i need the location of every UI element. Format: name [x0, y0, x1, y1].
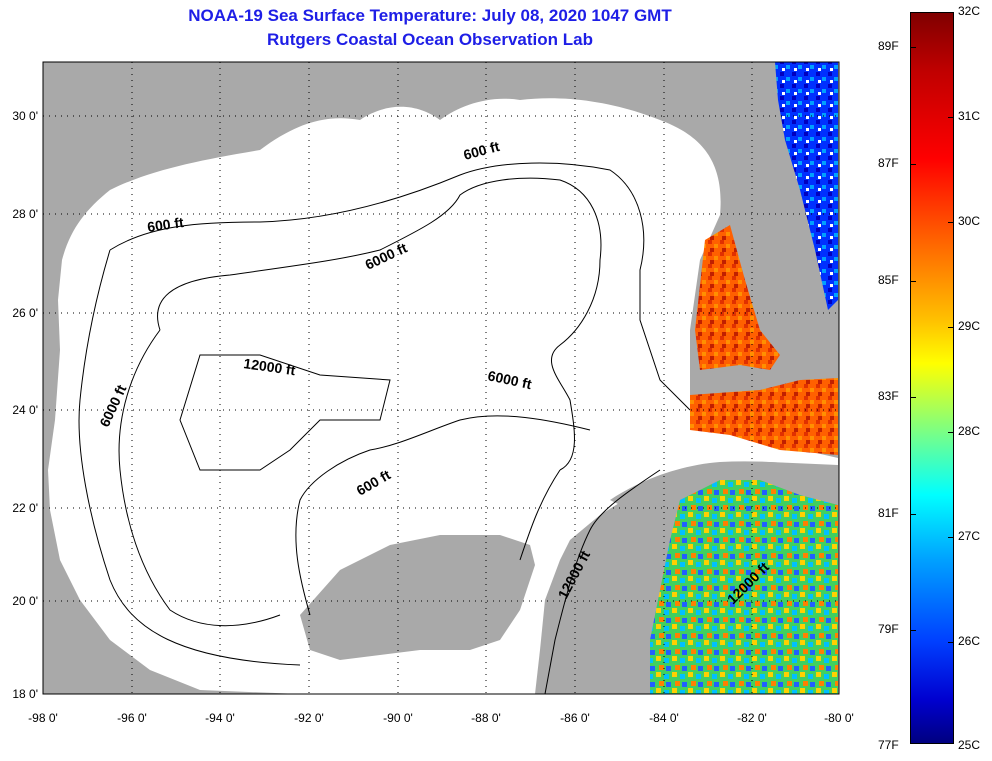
bathymetry-contours — [78, 162, 691, 695]
colorbar-fahrenheit-label: 87F — [878, 156, 899, 170]
sst-data-florida-west — [695, 225, 780, 370]
colorbar-tick — [910, 397, 916, 398]
lon-tick: -86 0' — [560, 711, 590, 725]
colorbar-celsius-label: 32C — [958, 4, 981, 18]
colorbar-fahrenheit-label: 79F — [878, 622, 899, 636]
latitude-ticks: 30 0' 28 0' 26 0' 24 0' 22 0' 20 0' 18 0… — [12, 109, 38, 701]
colorbar-tick — [948, 117, 954, 118]
colorbar-tick — [948, 432, 954, 433]
contour-label: 12000 ft — [243, 355, 297, 378]
lat-tick: 26 0' — [12, 306, 38, 320]
colorbar-celsius-label: 31C — [958, 109, 981, 123]
colorbar-tick — [948, 327, 954, 328]
colorbar-celsius-label: 27C — [958, 529, 981, 543]
lon-tick: -88 0' — [471, 711, 501, 725]
colorbar-celsius-label: 30C — [958, 214, 981, 228]
colorbar-fahrenheit-label: 81F — [878, 506, 899, 520]
lon-tick: -92 0' — [294, 711, 324, 725]
colorbar-fahrenheit-label: 77F — [878, 738, 899, 752]
colorbar-tick — [948, 642, 954, 643]
graticule — [43, 62, 839, 694]
colorbar-tick — [910, 630, 916, 631]
lat-tick: 20 0' — [12, 594, 38, 608]
colorbar-tick — [910, 47, 916, 48]
sst-data-straits — [690, 378, 838, 455]
lat-tick: 22 0' — [12, 501, 38, 515]
lon-tick: -96 0' — [117, 711, 147, 725]
contour-label: 600 ft — [146, 214, 185, 235]
lon-tick: -94 0' — [205, 711, 235, 725]
colorbar-tick — [948, 222, 954, 223]
lat-tick: 24 0' — [12, 403, 38, 417]
lon-tick: -80 0' — [824, 711, 854, 725]
colorbar-fahrenheit-label: 89F — [878, 39, 899, 53]
map-subtitle: Rutgers Coastal Ocean Observation Lab — [267, 30, 593, 49]
colorbar-celsius-label: 28C — [958, 424, 981, 438]
yucatan-land — [300, 535, 535, 660]
colorbar-celsius-label: 29C — [958, 319, 981, 333]
colorbar-tick — [910, 164, 916, 165]
colorbar-tick — [910, 281, 916, 282]
map-title: NOAA-19 Sea Surface Temperature: July 08… — [188, 6, 672, 25]
lat-tick: 28 0' — [12, 207, 38, 221]
colorbar-tick — [948, 537, 954, 538]
lon-tick: -90 0' — [383, 711, 413, 725]
lat-tick: 30 0' — [12, 109, 38, 123]
colorbar-fahrenheit-label: 85F — [878, 273, 899, 287]
gulf-water — [48, 98, 838, 695]
temperature-colorbar — [910, 12, 954, 744]
lon-tick: -82 0' — [737, 711, 767, 725]
lon-tick: -84 0' — [649, 711, 679, 725]
sst-data-caribbean — [650, 480, 838, 694]
longitude-ticks: -98 0' -96 0' -94 0' -92 0' -90 0' -88 0… — [28, 711, 854, 725]
sst-data-florida-east — [775, 62, 838, 310]
colorbar-celsius-label: 25C — [958, 738, 981, 752]
colorbar-celsius-label: 26C — [958, 634, 981, 648]
colorbar-tick — [910, 514, 916, 515]
lat-tick: 18 0' — [12, 687, 38, 701]
lon-tick: -98 0' — [28, 711, 58, 725]
colorbar-fahrenheit-label: 83F — [878, 389, 899, 403]
